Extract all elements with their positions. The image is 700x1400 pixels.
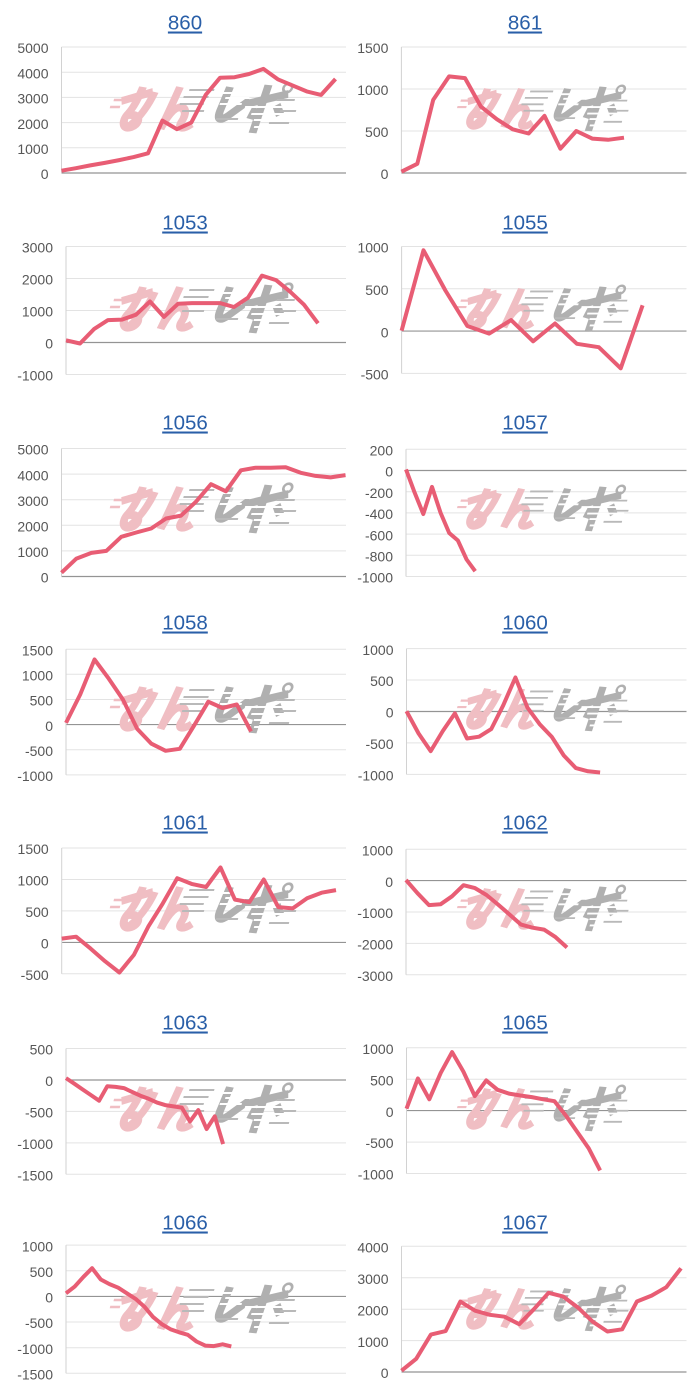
svg-text:5000: 5000 xyxy=(17,442,48,458)
svg-text:1067: 1067 xyxy=(502,1212,548,1235)
svg-text:-600: -600 xyxy=(365,527,393,543)
svg-text:0: 0 xyxy=(381,324,389,340)
svg-text:1000: 1000 xyxy=(22,1238,53,1254)
svg-text:500: 500 xyxy=(30,693,54,709)
svg-text:1062: 1062 xyxy=(502,812,548,835)
svg-text:200: 200 xyxy=(370,443,394,459)
svg-text:500: 500 xyxy=(365,124,389,140)
svg-text:-1000: -1000 xyxy=(358,768,394,784)
svg-text:1500: 1500 xyxy=(357,40,388,56)
svg-text:3000: 3000 xyxy=(357,1271,388,1287)
svg-text:1000: 1000 xyxy=(362,1041,393,1057)
svg-text:-1000: -1000 xyxy=(357,905,393,921)
svg-text:0: 0 xyxy=(41,570,49,586)
svg-text:0: 0 xyxy=(385,464,393,480)
svg-text:-500: -500 xyxy=(21,967,49,983)
svg-text:1000: 1000 xyxy=(18,873,49,889)
svg-text:-1000: -1000 xyxy=(17,368,53,384)
svg-text:-1000: -1000 xyxy=(17,1341,53,1357)
svg-text:500: 500 xyxy=(370,673,394,689)
svg-text:-1000: -1000 xyxy=(357,570,393,586)
svg-text:1058: 1058 xyxy=(162,612,208,635)
svg-text:1065: 1065 xyxy=(502,1012,548,1035)
svg-text:1500: 1500 xyxy=(18,841,49,857)
svg-text:860: 860 xyxy=(168,12,202,35)
svg-text:-200: -200 xyxy=(365,485,393,501)
svg-text:0: 0 xyxy=(45,1073,53,1089)
svg-text:500: 500 xyxy=(365,282,389,298)
svg-text:1000: 1000 xyxy=(17,544,48,560)
svg-text:0: 0 xyxy=(45,1290,53,1306)
svg-text:-1000: -1000 xyxy=(358,1167,394,1183)
svg-text:3000: 3000 xyxy=(22,240,53,256)
svg-text:-500: -500 xyxy=(25,743,53,759)
svg-text:-500: -500 xyxy=(365,1135,393,1151)
svg-text:-800: -800 xyxy=(365,549,393,565)
svg-text:1057: 1057 xyxy=(502,412,548,435)
svg-text:1060: 1060 xyxy=(502,612,548,635)
svg-text:1000: 1000 xyxy=(17,141,48,157)
svg-text:4000: 4000 xyxy=(17,65,48,81)
svg-text:1000: 1000 xyxy=(357,240,388,256)
svg-text:-1500: -1500 xyxy=(17,1367,53,1383)
svg-text:-400: -400 xyxy=(365,506,393,522)
svg-text:500: 500 xyxy=(30,1264,54,1280)
svg-text:-500: -500 xyxy=(365,736,393,752)
svg-text:861: 861 xyxy=(508,12,542,35)
svg-text:2000: 2000 xyxy=(17,519,48,535)
svg-text:4000: 4000 xyxy=(357,1240,388,1256)
svg-text:500: 500 xyxy=(370,1072,394,1088)
svg-text:2000: 2000 xyxy=(22,272,53,288)
svg-text:-500: -500 xyxy=(361,367,389,383)
svg-text:0: 0 xyxy=(381,1365,389,1381)
svg-text:1000: 1000 xyxy=(357,1334,388,1350)
svg-text:1066: 1066 xyxy=(162,1212,208,1235)
svg-text:500: 500 xyxy=(25,904,49,920)
svg-text:1056: 1056 xyxy=(162,412,208,435)
svg-text:-3000: -3000 xyxy=(357,968,393,984)
svg-text:-1000: -1000 xyxy=(17,1136,53,1152)
svg-text:-1000: -1000 xyxy=(17,768,53,784)
svg-text:0: 0 xyxy=(381,166,389,182)
svg-text:-1500: -1500 xyxy=(17,1168,53,1184)
svg-text:1000: 1000 xyxy=(357,82,388,98)
svg-text:1500: 1500 xyxy=(22,642,53,658)
svg-text:500: 500 xyxy=(30,1042,54,1058)
svg-text:-500: -500 xyxy=(25,1315,53,1331)
svg-text:0: 0 xyxy=(45,336,53,352)
svg-text:1055: 1055 xyxy=(502,212,548,235)
svg-text:0: 0 xyxy=(386,705,394,721)
svg-text:0: 0 xyxy=(41,166,49,182)
svg-text:0: 0 xyxy=(386,1104,394,1120)
svg-text:0: 0 xyxy=(45,718,53,734)
svg-text:0: 0 xyxy=(385,874,393,890)
svg-text:5000: 5000 xyxy=(17,40,48,56)
svg-text:1063: 1063 xyxy=(162,1012,208,1035)
svg-text:2000: 2000 xyxy=(357,1302,388,1318)
svg-text:3000: 3000 xyxy=(17,91,48,107)
svg-text:-500: -500 xyxy=(25,1105,53,1121)
svg-text:0: 0 xyxy=(41,936,49,952)
svg-text:3000: 3000 xyxy=(17,493,48,509)
svg-text:1000: 1000 xyxy=(22,668,53,684)
svg-text:-2000: -2000 xyxy=(357,937,393,953)
svg-text:1000: 1000 xyxy=(362,642,393,658)
svg-text:4000: 4000 xyxy=(17,467,48,483)
svg-text:2000: 2000 xyxy=(17,116,48,132)
svg-text:1053: 1053 xyxy=(162,212,208,235)
svg-text:1061: 1061 xyxy=(162,812,208,835)
svg-text:1000: 1000 xyxy=(362,842,393,858)
svg-text:1000: 1000 xyxy=(22,304,53,320)
